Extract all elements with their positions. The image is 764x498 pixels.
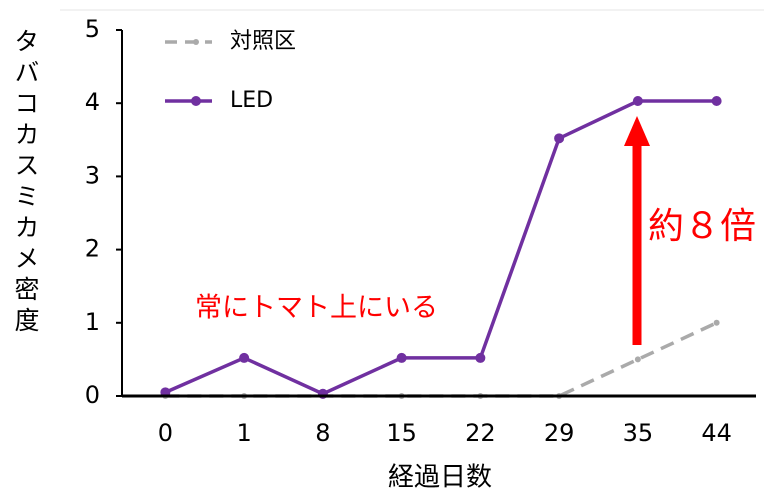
legend-marker — [191, 96, 201, 106]
arrow-head — [624, 116, 650, 146]
x-tick-label: 8 — [315, 419, 330, 447]
x-tick-label: 1 — [236, 419, 251, 447]
point — [554, 133, 565, 144]
annotation: 約８倍 — [648, 206, 756, 247]
y-tick-label: 5 — [85, 15, 100, 43]
x-tick-label: 0 — [158, 419, 173, 447]
point — [634, 356, 641, 363]
y-tick-label: 3 — [85, 161, 100, 189]
x-tick-label: 35 — [623, 419, 654, 447]
series-line — [164, 99, 717, 396]
point — [396, 352, 407, 363]
point — [239, 352, 250, 363]
x-tick-label: 29 — [544, 419, 575, 447]
x-axis-label: 経過日数 — [388, 463, 492, 493]
legend-label: LED — [230, 88, 273, 113]
point — [475, 352, 486, 363]
y-tick-label: 1 — [85, 308, 100, 336]
x-tick-label: 22 — [465, 419, 496, 447]
x-tick-label: 15 — [386, 419, 417, 447]
point — [632, 96, 643, 107]
y-axis-label: タバコカスミカメ密度 — [11, 28, 40, 338]
y-tick-label: 2 — [85, 235, 100, 263]
y-tick-label: 4 — [85, 88, 100, 116]
legend-label: 対照区 — [230, 29, 296, 54]
annotation: 常にトマト上にいる — [195, 293, 438, 324]
y-tick-label: 0 — [85, 381, 100, 409]
point — [711, 96, 722, 107]
legend-marker — [193, 39, 199, 45]
x-tick-label: 44 — [701, 419, 732, 447]
point — [713, 319, 720, 326]
